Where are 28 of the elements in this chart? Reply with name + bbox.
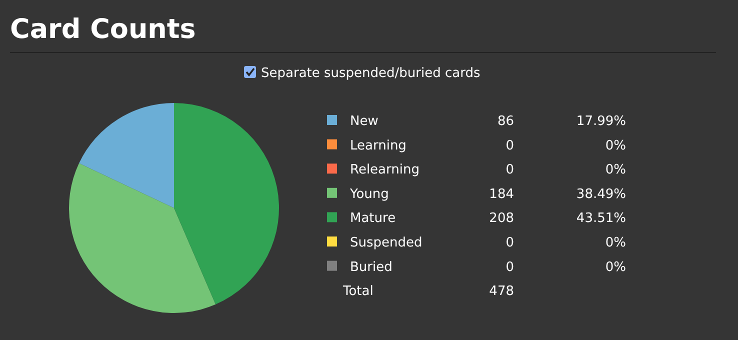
- text: Total: [342, 284, 374, 300]
- text: 86: [497, 114, 514, 129]
- text: 0: [506, 260, 514, 275]
- pie-slice: [69, 163, 216, 313]
- text: 0%: [605, 236, 626, 250]
- text: 208: [489, 211, 514, 226]
- legend-label: Young: [349, 186, 389, 202]
- data-label: 43.51%: [576, 211, 626, 226]
- text: 184: [489, 186, 514, 202]
- pie-slice: [79, 103, 174, 208]
- data-label: 17.99%: [576, 114, 626, 129]
- legend-label: Learning: [350, 138, 406, 154]
- text: 0: [506, 138, 514, 154]
- text: 478: [489, 284, 514, 300]
- chart-title: Card Counts: [10, 14, 196, 45]
- text: 0%: [605, 162, 626, 178]
- text: 0%: [605, 260, 626, 275]
- legend-label: Mature: [350, 211, 396, 226]
- text: 0: [506, 236, 514, 250]
- pie-slice: [174, 103, 279, 304]
- text: 0%: [605, 138, 626, 154]
- legend-label: Relearning: [350, 162, 420, 178]
- chart-subtitle: Separate suspended/buried cards: [261, 66, 480, 81]
- data-label: 38.49%: [576, 186, 626, 202]
- legend-label: Suspended: [350, 236, 422, 250]
- legend-label: Buried: [350, 260, 392, 275]
- legend-label: New: [350, 114, 379, 129]
- text: 0: [506, 162, 514, 178]
